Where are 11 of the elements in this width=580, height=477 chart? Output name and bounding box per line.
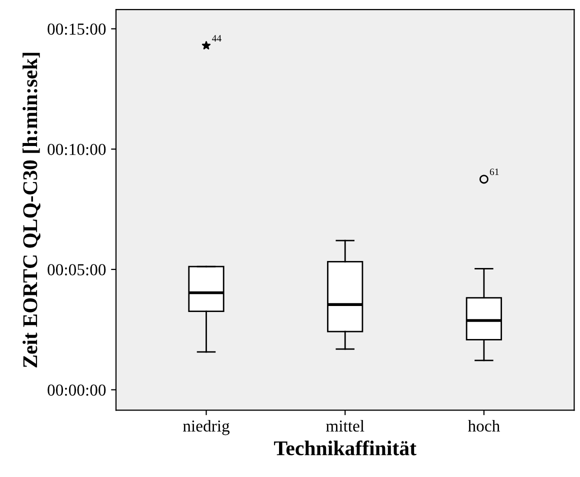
y-axis-title: Zeit EORTC QLQ-C30 [h:min:sek] [22, 52, 40, 368]
y-tick-label: 00:00:00 [48, 384, 106, 396]
x-tick-label: hoch [468, 420, 500, 432]
x-tick-label: niedrig [183, 420, 230, 436]
annotation: 61 [490, 168, 499, 176]
y-tick-label: 00:15:00 [48, 23, 106, 35]
annotation: 44 [212, 35, 222, 42]
x-axis-title: Technikaffinität [274, 440, 416, 456]
x-tick-label: mittel [326, 420, 364, 432]
y-tick-label: 00:05:00 [48, 264, 106, 276]
y-tick-label: 00:10:00 [48, 144, 106, 156]
